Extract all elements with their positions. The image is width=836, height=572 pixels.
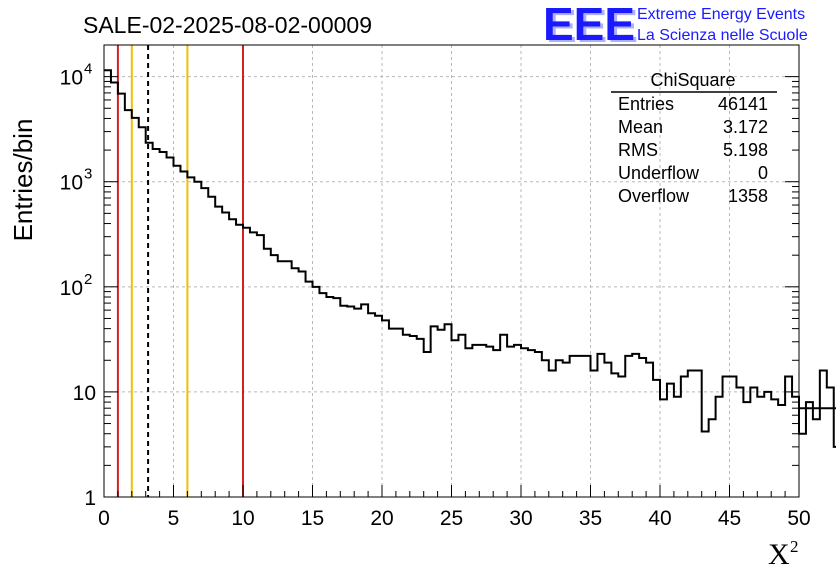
x-tick-label: 40 [648,507,671,530]
x-tick-label: 10 [231,507,254,530]
logo-mark: EEE [543,0,635,50]
x-axis: 0 5 10 15 20 25 30 35 40 45 50 [98,485,811,530]
stats-row-value: 1358 [728,186,768,206]
stats-row-value: 3.172 [723,117,768,137]
grid-lines [104,45,799,497]
y-tick-label-exponent: 4 [84,61,92,78]
x-tick-label: 25 [440,507,463,530]
stats-row-label: Underflow [618,163,700,183]
y-axis-title: Entries/bin [8,119,38,242]
stats-row-label: RMS [618,140,658,160]
stats-row-label: Entries [618,94,674,114]
statistics-box: ChiSquare Entries 46141 Mean 3.172 RMS 5.198 U… [611,70,777,206]
x-tick-label: 5 [168,507,180,530]
stats-rows: Entries 46141 Mean 3.172 RMS 5.198 Underflow 0 O… [618,94,768,206]
y-tick-label-base: 10 [60,67,83,90]
x-tick-label: 15 [301,507,324,530]
y-tick-label-exponent: 2 [84,271,92,288]
x-tick-label: 20 [370,507,393,530]
y-tick-label-base: 10 [60,277,83,300]
stats-row-value: 5.198 [723,140,768,160]
stats-row: Overflow 1358 [618,186,768,206]
y-tick-label: 10 4 [60,61,93,90]
y-tick-label: 1 [84,487,96,510]
x-tick-label: 0 [98,507,110,530]
histogram-series [104,69,836,448]
stats-name: ChiSquare [650,70,735,90]
stats-row-value: 46141 [718,94,768,114]
stats-row-label: Mean [618,117,663,137]
x-tick-label: 50 [787,507,810,530]
stats-row-label: Overflow [618,186,690,206]
x-tick-label: 30 [509,507,532,530]
stats-row: RMS 5.198 [618,140,768,160]
x-axis-title-superscript: 2 [790,537,799,556]
logo-shadow: EEE [546,0,638,52]
logo-line-1: Extreme Energy Events [637,6,805,23]
x-tick-label: 45 [718,507,741,530]
x-tick-label: 35 [579,507,602,530]
logo-line-2: La Scienza nelle Scuole [637,27,808,44]
y-tick-label: 10 3 [60,166,93,195]
stats-row: Entries 46141 [618,94,768,114]
eee-logo: EEE EEE Extreme Energy Events La Scienza… [543,0,808,52]
x-axis-title: X 2 [768,537,799,571]
stats-row: Underflow 0 [618,163,768,183]
reference-lines [116,45,244,497]
y-tick-label-exponent: 3 [84,166,92,183]
y-tick-label: 10 [73,382,96,405]
y-tick-label-base: 10 [60,172,83,195]
chart-title: SALE-02-2025-08-02-00009 [83,12,372,38]
x-axis-title-base: X [768,538,790,571]
stats-row-value: 0 [758,163,768,183]
stats-row: Mean 3.172 [618,117,768,137]
y-tick-label: 10 2 [60,271,93,300]
